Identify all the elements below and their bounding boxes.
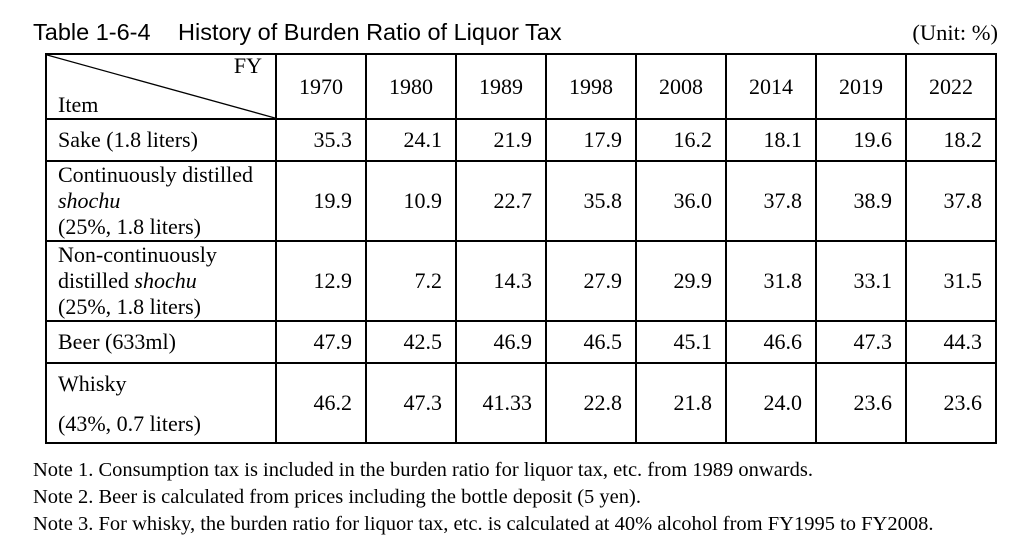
year-header-1970: 1970	[277, 55, 365, 118]
value-noncontinuous-shochu-1998: 27.9	[547, 242, 635, 320]
value-continuous-shochu-2022: 37.8	[907, 162, 995, 240]
item-header-label: Item	[58, 92, 99, 117]
row-label-line: Continuously distilled	[58, 162, 275, 188]
row-label-text: (25%, 1.8 liters)	[58, 214, 201, 239]
corner-header-cell: FY Item	[47, 55, 275, 118]
row-label-line: distilled shochu	[58, 268, 275, 294]
row-label-text-italic: shochu	[58, 188, 121, 213]
value-beer-2008: 45.1	[637, 322, 725, 362]
value-beer-2014: 46.6	[727, 322, 815, 362]
row-label-line: Sake (1.8 liters)	[58, 127, 275, 153]
value-sake-2014: 18.1	[727, 120, 815, 160]
value-sake-2022: 18.2	[907, 120, 995, 160]
value-sake-1980: 24.1	[367, 120, 455, 160]
value-noncontinuous-shochu-2014: 31.8	[727, 242, 815, 320]
value-whisky-2014: 24.0	[727, 364, 815, 442]
value-beer-2019: 47.3	[817, 322, 905, 362]
value-beer-1998: 46.5	[547, 322, 635, 362]
value-whisky-1989: 41.33	[457, 364, 545, 442]
row-label-text: (43%, 0.7 liters)	[58, 411, 201, 436]
row-label-text: Continuously distilled	[58, 162, 253, 187]
row-label-text: Non-continuously	[58, 242, 217, 267]
liquor-tax-table: FY Item 1970 1980 1989 1998 2008 2014 20…	[45, 53, 997, 444]
note-3: Note 3. For whisky, the burden ratio for…	[33, 513, 934, 535]
notes: Note 1. Consumption tax is included in t…	[33, 457, 934, 538]
row-label-line: Non-continuously	[58, 242, 275, 268]
row-label-text: distilled	[58, 268, 135, 293]
year-header-2014: 2014	[727, 55, 815, 118]
value-continuous-shochu-1970: 19.9	[277, 162, 365, 240]
row-label-text-italic: shochu	[134, 268, 197, 293]
value-whisky-1998: 22.8	[547, 364, 635, 442]
diagonal-divider	[47, 55, 275, 118]
value-sake-2019: 19.6	[817, 120, 905, 160]
row-label-continuous-shochu: Continuously distilled shochu (25%, 1.8 …	[47, 162, 275, 240]
note-1: Note 1. Consumption tax is included in t…	[33, 459, 813, 481]
row-label-noncontinuous-shochu: Non-continuously distilled shochu (25%, …	[47, 242, 275, 320]
value-whisky-2022: 23.6	[907, 364, 995, 442]
row-label-line: (25%, 1.8 liters)	[58, 214, 275, 240]
year-header-1989: 1989	[457, 55, 545, 118]
value-sake-1970: 35.3	[277, 120, 365, 160]
fy-header-label: FY	[233, 53, 262, 78]
value-noncontinuous-shochu-1970: 12.9	[277, 242, 365, 320]
value-whisky-2019: 23.6	[817, 364, 905, 442]
row-label-sake: Sake (1.8 liters)	[47, 120, 275, 160]
table-title-number: Table 1-6-4	[33, 19, 151, 45]
year-header-2008: 2008	[637, 55, 725, 118]
year-header-2022: 2022	[907, 55, 995, 118]
row-label-line: (25%, 1.8 liters)	[58, 294, 275, 320]
value-beer-1989: 46.9	[457, 322, 545, 362]
value-noncontinuous-shochu-2022: 31.5	[907, 242, 995, 320]
row-label-text: Beer (633ml)	[58, 329, 176, 354]
value-beer-2022: 44.3	[907, 322, 995, 362]
table-title: History of Burden Ratio of Liquor Tax	[178, 19, 562, 45]
row-label-line: shochu	[58, 188, 275, 214]
year-header-1998: 1998	[547, 55, 635, 118]
value-continuous-shochu-1980: 10.9	[367, 162, 455, 240]
row-label-text: Sake (1.8 liters)	[58, 127, 198, 152]
value-whisky-1970: 46.2	[277, 364, 365, 442]
value-sake-1989: 21.9	[457, 120, 545, 160]
value-continuous-shochu-2019: 38.9	[817, 162, 905, 240]
value-continuous-shochu-1989: 22.7	[457, 162, 545, 240]
row-label-text: Whisky	[58, 371, 127, 396]
value-noncontinuous-shochu-2008: 29.9	[637, 242, 725, 320]
row-label-text: (25%, 1.8 liters)	[58, 294, 201, 319]
value-continuous-shochu-1998: 35.8	[547, 162, 635, 240]
value-sake-1998: 17.9	[547, 120, 635, 160]
value-continuous-shochu-2008: 36.0	[637, 162, 725, 240]
value-whisky-2008: 21.8	[637, 364, 725, 442]
value-noncontinuous-shochu-1989: 14.3	[457, 242, 545, 320]
year-header-2019: 2019	[817, 55, 905, 118]
row-label-beer: Beer (633ml)	[47, 322, 275, 362]
value-continuous-shochu-2014: 37.8	[727, 162, 815, 240]
value-whisky-1980: 47.3	[367, 364, 455, 442]
row-label-line: Whisky	[58, 371, 275, 397]
value-sake-2008: 16.2	[637, 120, 725, 160]
unit-label: (Unit: %)	[912, 20, 998, 45]
note-2: Note 2. Beer is calculated from prices i…	[33, 486, 641, 508]
value-noncontinuous-shochu-2019: 33.1	[817, 242, 905, 320]
row-label-whisky: Whisky (43%, 0.7 liters)	[47, 364, 275, 442]
year-header-1980: 1980	[367, 55, 455, 118]
value-beer-1970: 47.9	[277, 322, 365, 362]
value-noncontinuous-shochu-1980: 7.2	[367, 242, 455, 320]
row-label-line: (43%, 0.7 liters)	[58, 411, 275, 437]
row-label-line: Beer (633ml)	[58, 329, 275, 355]
value-beer-1980: 42.5	[367, 322, 455, 362]
